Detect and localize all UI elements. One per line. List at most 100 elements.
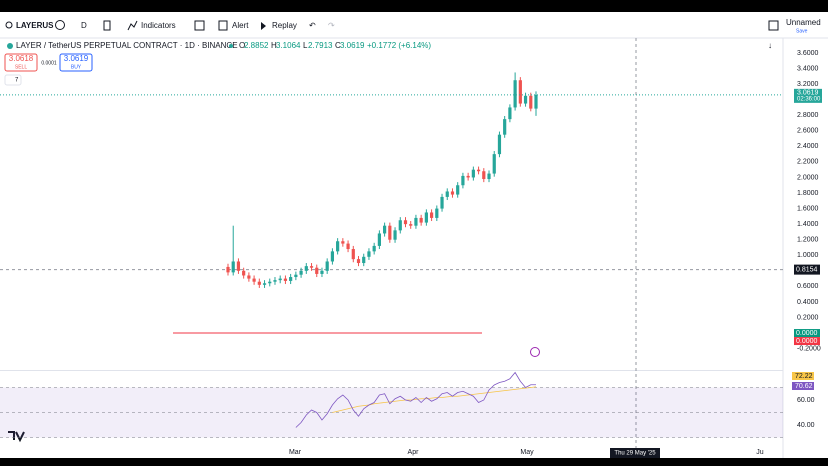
alert[interactable]: Alert	[232, 21, 249, 30]
add-symbol[interactable]	[55, 20, 65, 30]
candle-body	[497, 134, 502, 155]
replay-icon[interactable]	[261, 22, 266, 30]
candle-body	[362, 256, 366, 264]
symbol[interactable]: LAYERUS	[16, 21, 54, 30]
candle-body	[440, 196, 444, 209]
plot: 3.60003.40003.20003.00002.80002.60002.40…	[0, 38, 822, 458]
scroll-down[interactable]: ↓	[768, 41, 772, 50]
y-tick-label: 2.2000	[797, 159, 819, 166]
y-tick-label: 0.2000	[797, 314, 819, 321]
rsi-last-bg	[792, 372, 814, 380]
layout-icon[interactable]	[768, 20, 779, 31]
candle-body	[247, 275, 251, 279]
y-tick-label: 1.2000	[797, 237, 819, 244]
market-status	[229, 44, 233, 48]
interval[interactable]: D	[81, 21, 87, 30]
replay[interactable]: Replay	[272, 21, 297, 30]
candle-body	[393, 230, 397, 240]
indicator-value-bg	[794, 329, 820, 338]
candle-body	[476, 169, 481, 172]
indicators-icon[interactable]	[127, 20, 138, 31]
candle-body	[508, 107, 512, 120]
candle-body	[482, 171, 486, 180]
ohlc: O2.8852 H 3.1064 L 2.7913 C 3.0619 +0.1772 (+6.…	[239, 41, 431, 50]
candle-body	[367, 251, 371, 257]
buy-button[interactable]	[59, 53, 93, 72]
candle-body	[429, 212, 434, 218]
rsi-last-bg	[792, 382, 814, 390]
candle-body	[330, 251, 335, 262]
ohlc-value: 3.0619	[340, 41, 365, 50]
y-tick-label: 2.0000	[797, 174, 819, 181]
rsi-last-value: 70.62	[795, 383, 813, 390]
crosshair-price-bg	[794, 264, 820, 275]
y-tick-label: 2.4000	[797, 143, 819, 150]
sell-button[interactable]	[4, 53, 38, 72]
y-tick-label: 1.8000	[797, 190, 819, 197]
undo[interactable]: ↶	[309, 21, 316, 30]
ohlc-label: C	[335, 41, 341, 50]
crosshair-date: Thu 29 May '25	[614, 451, 656, 457]
candle-body	[456, 185, 460, 195]
search-icon[interactable]	[5, 21, 13, 29]
indicator-value: 0.0000	[796, 330, 818, 337]
candle-body	[424, 212, 428, 223]
candle-body	[377, 233, 381, 246]
candle-body	[383, 225, 387, 234]
candle-body	[435, 208, 439, 218]
candle-body	[534, 94, 538, 109]
sell-price[interactable]: 3.0618	[9, 54, 34, 63]
ohlc-label: H	[271, 41, 277, 50]
candle-body	[231, 261, 235, 273]
sell-label[interactable]: SELL	[15, 64, 27, 70]
candle-body	[236, 261, 241, 271]
candle-body	[226, 266, 230, 273]
rsi-tick-label: 60.00	[797, 397, 815, 404]
candle-body	[315, 267, 319, 274]
candle-body	[289, 277, 293, 281]
rsi-tick-label: 40.00	[797, 422, 815, 429]
event-marker[interactable]	[530, 347, 540, 357]
candle-body	[529, 95, 533, 109]
candle-body	[503, 119, 507, 135]
spread: 0.0001	[41, 60, 57, 66]
candle-body	[487, 173, 491, 180]
candle-body	[518, 80, 522, 104]
alert-icon[interactable]	[218, 20, 228, 31]
y-tick-label: 3.4000	[797, 65, 819, 72]
x-tick-label: Mar	[289, 449, 302, 456]
candle-body	[513, 80, 517, 108]
ohlc-value: 2.8852	[244, 41, 269, 50]
redo[interactable]: ↷	[328, 21, 335, 30]
save[interactable]: Save	[796, 28, 808, 34]
candle-body	[325, 261, 329, 271]
candle-body	[351, 249, 355, 260]
templates[interactable]	[194, 20, 205, 31]
chart-type[interactable]	[103, 20, 111, 31]
candle-body	[242, 270, 246, 276]
legend-title: LAYER / TetherUS PERPETUAL CONTRACT · 1D…	[16, 41, 238, 50]
ohlc-value: 3.1064	[276, 41, 301, 50]
candle-body	[278, 278, 282, 281]
last-price: 3.0619	[797, 90, 819, 97]
indicator-value: 0.0000	[796, 338, 818, 345]
candle-body	[419, 217, 423, 223]
y-tick-label: 1.6000	[797, 205, 819, 212]
candle-body	[388, 225, 392, 240]
bottom-bar	[0, 458, 828, 466]
buy-label[interactable]: BUY	[71, 64, 82, 70]
last-price-bg	[794, 88, 822, 103]
candle-body	[273, 280, 277, 282]
indicators[interactable]: Indicators	[141, 21, 176, 30]
candle-body	[445, 191, 449, 197]
candle-body	[341, 241, 345, 244]
candle-body	[471, 169, 475, 178]
y-tick-label: 3.6000	[797, 50, 819, 57]
indicators-toggle[interactable]	[4, 74, 22, 86]
buy-price[interactable]: 3.0619	[64, 54, 89, 63]
indicator-count[interactable]: 7	[15, 78, 19, 84]
layout-name[interactable]: Unnamed	[786, 18, 821, 27]
candle-body	[268, 281, 272, 284]
